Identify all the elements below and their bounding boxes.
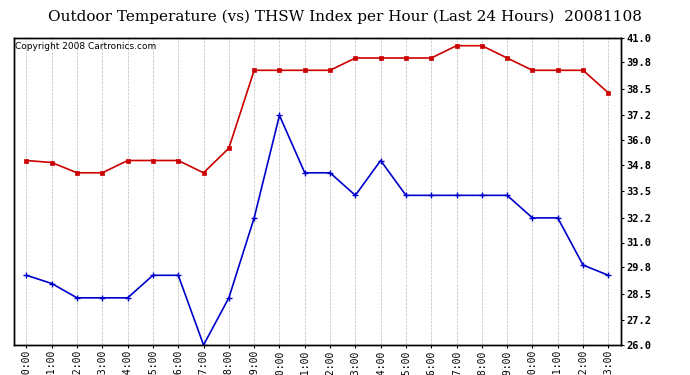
Text: Copyright 2008 Cartronics.com: Copyright 2008 Cartronics.com (15, 42, 156, 51)
Text: Outdoor Temperature (vs) THSW Index per Hour (Last 24 Hours)  20081108: Outdoor Temperature (vs) THSW Index per … (48, 9, 642, 24)
